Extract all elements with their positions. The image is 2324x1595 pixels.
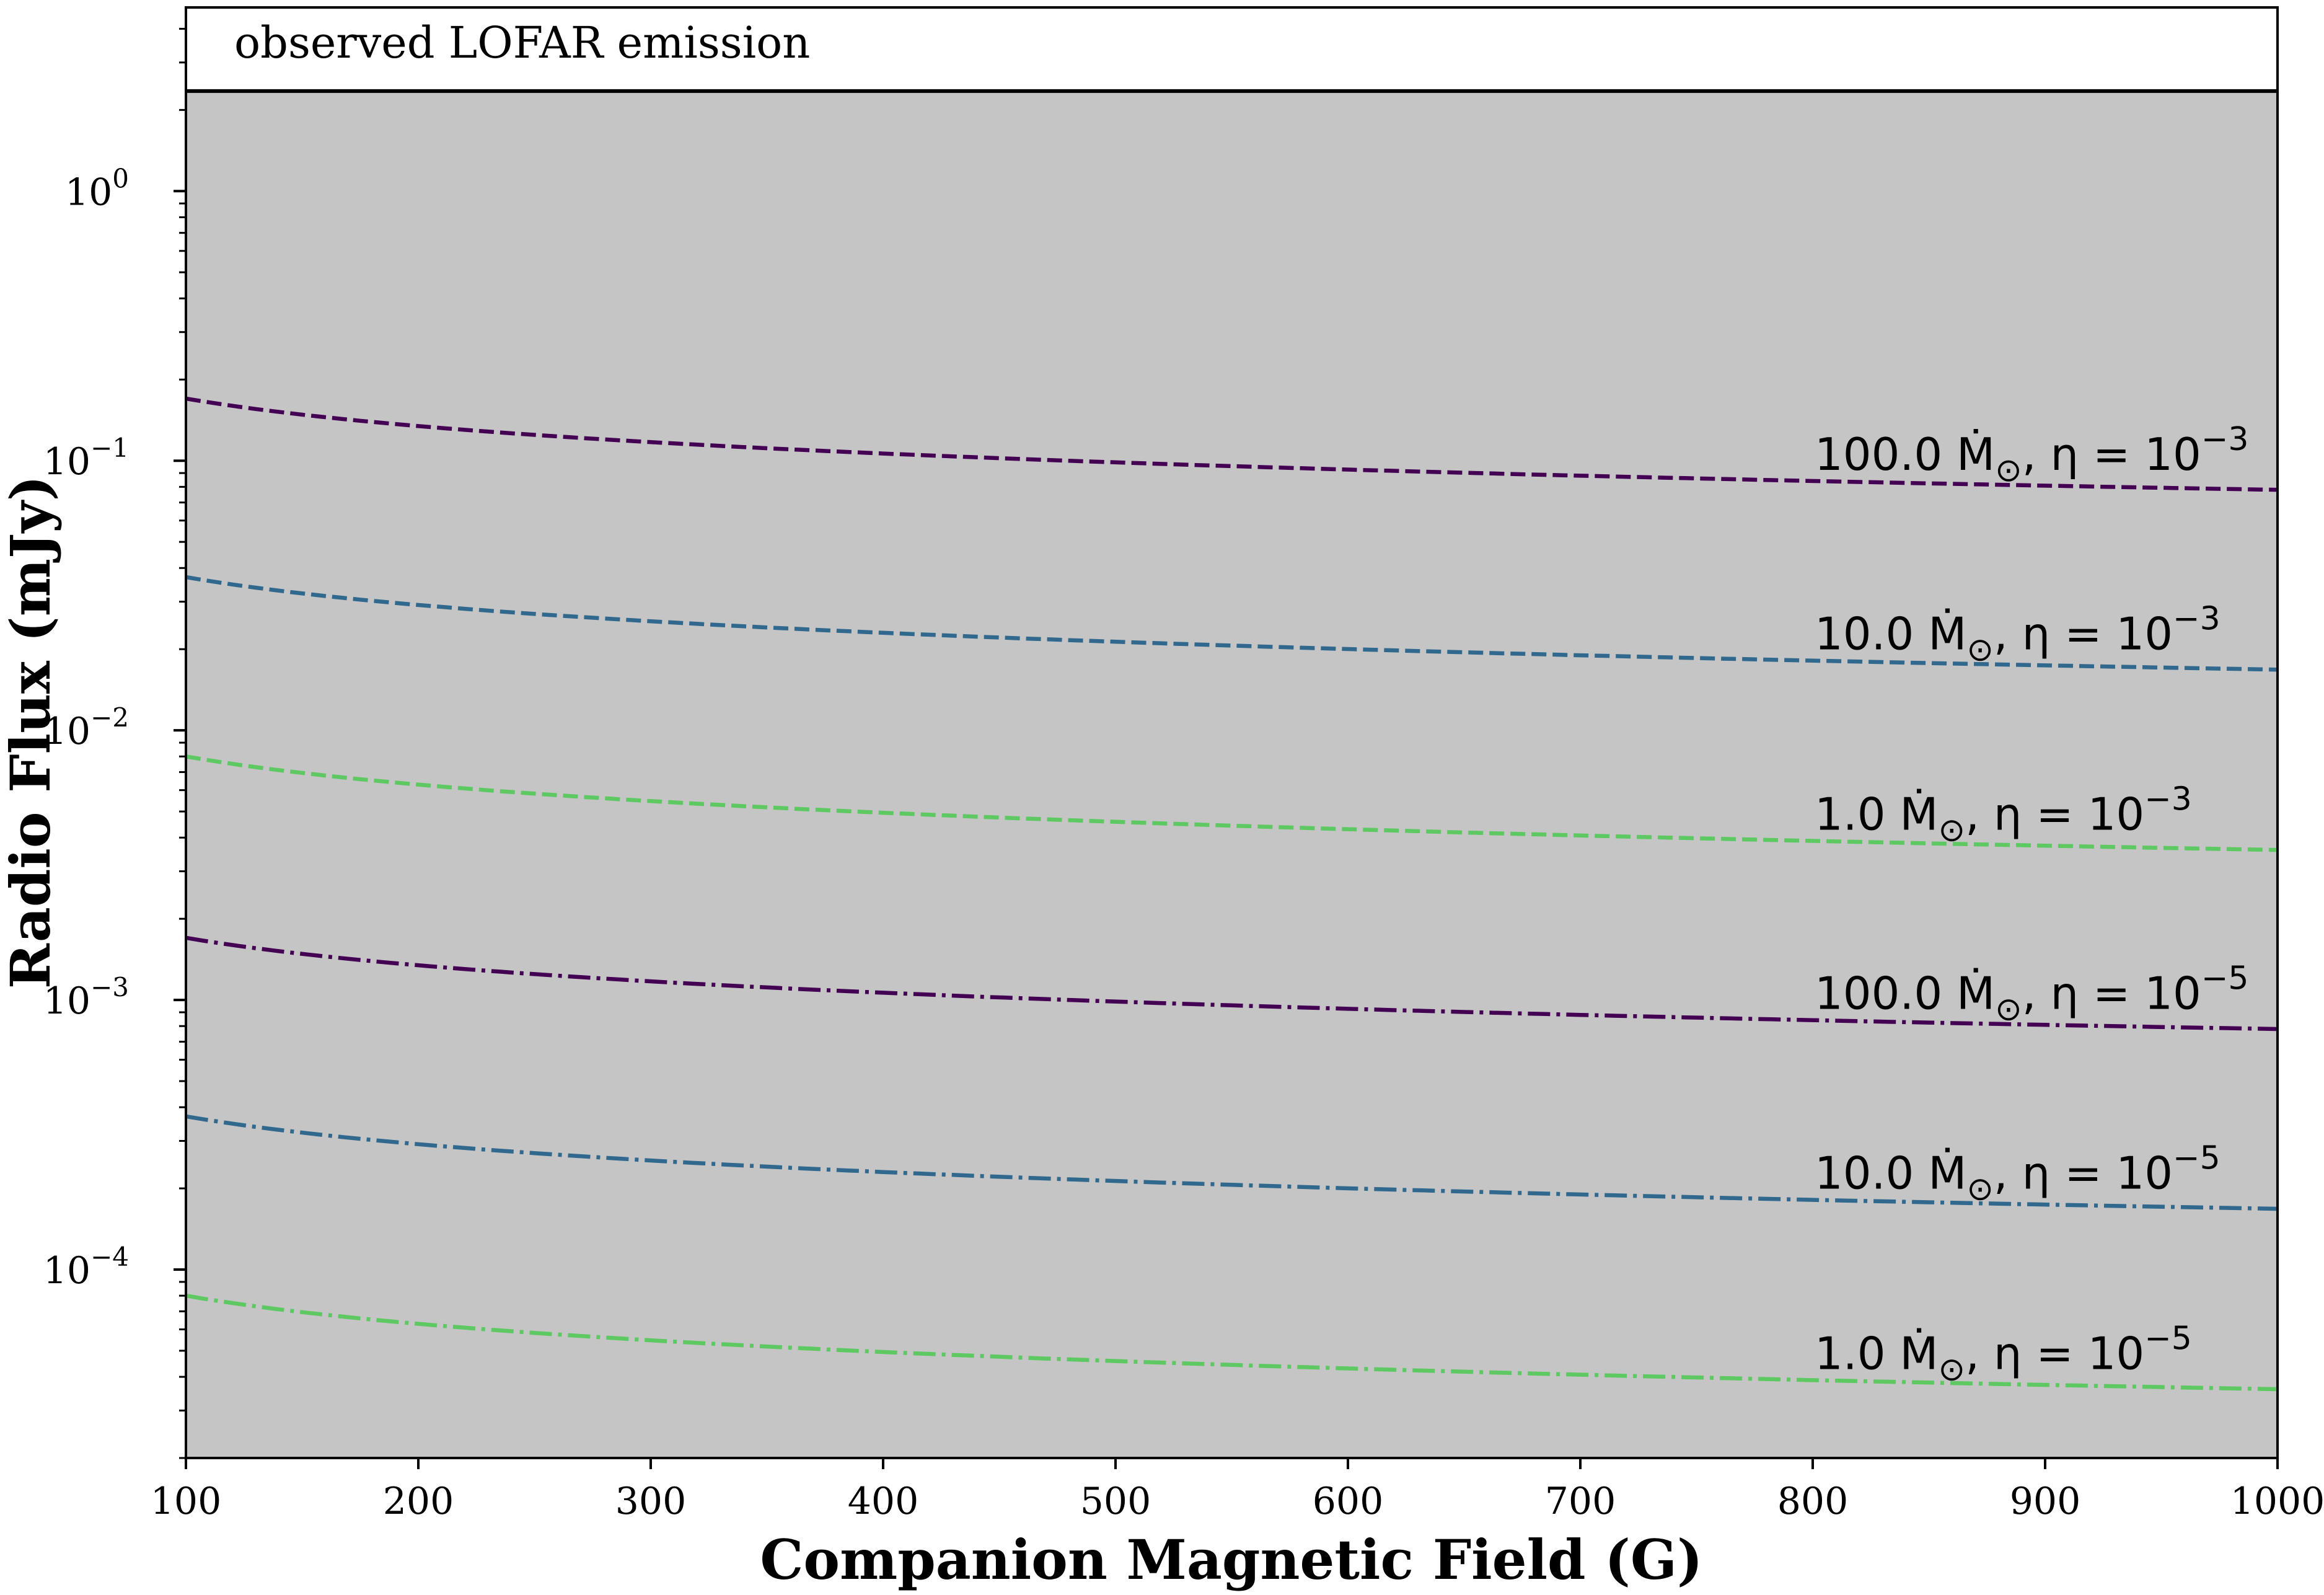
x-tick-label: 500	[1080, 1480, 1151, 1523]
series-label-2: 10.0 Ṁ⊙, η = 10−3	[1815, 601, 2221, 669]
x-tick-label: 800	[1777, 1480, 1849, 1523]
series-label-6: 1.0 Ṁ⊙, η = 10−5	[1815, 1320, 2192, 1388]
x-tick-label: 900	[2010, 1480, 2081, 1523]
plot-frame	[185, 6, 2279, 1459]
y-axis: 10−4 10−3 10−2 10−1 100	[43, 27, 186, 1459]
y-axis-label: Radio Flux (mJy)	[0, 475, 63, 989]
x-tick-label: 300	[615, 1480, 687, 1523]
series-line-3	[185, 754, 2278, 852]
y-tick-label: 100	[65, 163, 129, 214]
series-label-4: 100.0 Ṁ⊙, η = 10−5	[1815, 960, 2249, 1028]
x-tick-label: 700	[1545, 1480, 1616, 1523]
x-axis-label: Companion Magnetic Field (G)	[760, 1527, 1702, 1592]
series-line-5	[185, 1114, 2278, 1211]
observed-emission-label: observed LOFAR emission	[234, 17, 810, 68]
y-tick-label: 10−2	[43, 702, 129, 753]
series-line-2	[185, 575, 2278, 672]
x-tick-label: 100	[151, 1480, 222, 1523]
series-line-6	[185, 1293, 2278, 1392]
series-label-1: 100.0 Ṁ⊙, η = 10−3	[1815, 421, 2249, 489]
x-tick-label: 200	[383, 1480, 454, 1523]
series-line-1	[185, 396, 2278, 492]
x-axis: 100 200 300 400 500 600 700 800 900 1000	[151, 1458, 2324, 1523]
y-tick-label: 10−4	[43, 1242, 129, 1292]
series-label-3: 1.0 Ṁ⊙, η = 10−3	[1815, 781, 2192, 849]
y-tick-label: 10−1	[43, 433, 129, 484]
x-tick-label: 1000	[2230, 1480, 2324, 1523]
series-label-5: 10.0 Ṁ⊙, η = 10−5	[1815, 1140, 2221, 1208]
series-layer	[185, 396, 2278, 1392]
y-tick-label: 10−3	[43, 972, 129, 1023]
shaded-region	[186, 91, 2278, 1458]
x-tick-label: 600	[1313, 1480, 1384, 1523]
series-labels: 100.0 Ṁ⊙, η = 10−3 10.0 Ṁ⊙, η = 10−3 1.0 Ṁ…	[1815, 421, 2249, 1388]
x-tick-label: 400	[848, 1480, 919, 1523]
series-line-4	[185, 935, 2278, 1032]
